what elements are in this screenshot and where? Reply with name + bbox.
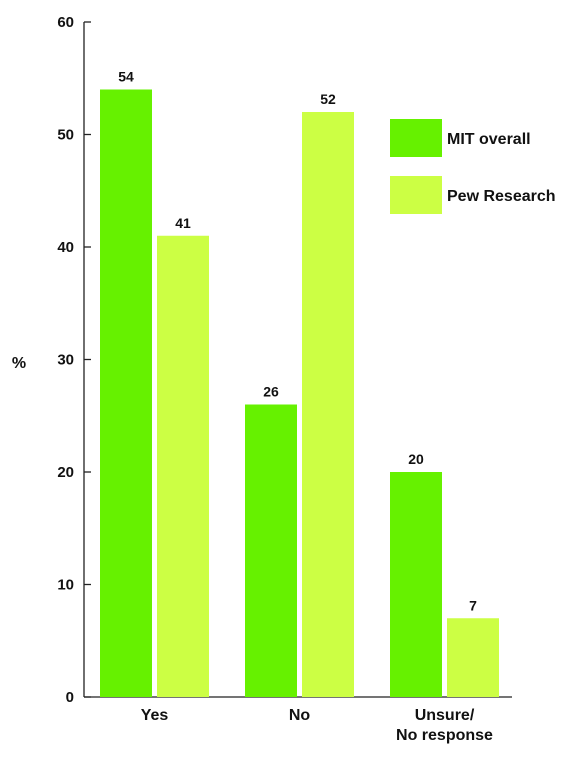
bar — [100, 89, 152, 697]
bars: 54 41 26 52 20 7 — [100, 69, 499, 697]
data-label: 20 — [408, 451, 424, 467]
x-tick-label: No — [289, 707, 311, 724]
x-tick-label: Yes — [141, 707, 169, 724]
bar — [390, 472, 442, 697]
x-tick-label: Unsure/No response — [396, 707, 493, 744]
y-tick-label: 60 — [57, 14, 74, 31]
legend-swatch — [390, 176, 442, 214]
axes: 0 10 20 30 40 50 60 Yes No Unsure/No response — [57, 14, 512, 744]
legend-swatch — [390, 119, 442, 157]
data-label: 52 — [320, 91, 336, 107]
y-tick-label: 0 — [66, 689, 74, 706]
x-tick-label-line: No — [289, 707, 311, 724]
x-tick-label-line: No response — [396, 727, 493, 744]
legend-label: Pew Research — [447, 188, 556, 205]
x-tick-label-line: Yes — [141, 707, 169, 724]
y-tick-label: 10 — [57, 577, 74, 594]
legend-label: MIT overall — [447, 131, 531, 148]
y-axis-label: % — [12, 355, 26, 372]
data-label: 41 — [175, 215, 191, 231]
y-tick-label: 40 — [57, 239, 74, 256]
legend: MIT overall Pew Research — [390, 119, 556, 214]
bar — [302, 112, 354, 697]
data-label: 26 — [263, 384, 279, 400]
y-tick-label: 30 — [57, 352, 74, 369]
x-tick-label-line: Unsure/ — [415, 707, 475, 724]
data-label: 54 — [118, 69, 134, 85]
y-tick-label: 50 — [57, 127, 74, 144]
data-label: 7 — [469, 597, 477, 613]
bar — [245, 404, 297, 697]
bar — [157, 235, 209, 697]
y-tick-label: 20 — [57, 464, 74, 481]
bar — [447, 618, 499, 697]
